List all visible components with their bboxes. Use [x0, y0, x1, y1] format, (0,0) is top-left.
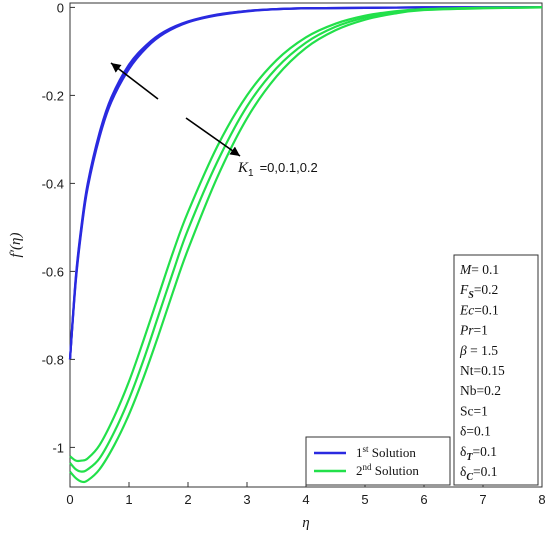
series-2-curve-1 [69, 6, 543, 463]
y-axis-label: f′(η) [8, 233, 24, 258]
y-tick-label: 0 [57, 0, 64, 15]
y-tick-label: -1 [52, 440, 64, 455]
x-tick-label: 2 [184, 492, 191, 507]
legend: 1st Solution 2nd Solution [305, 436, 451, 486]
series-2-curve-2 [69, 6, 543, 473]
parameter-item: δT=0.1 [460, 444, 497, 463]
parameter-item: FS=0.2 [459, 282, 498, 301]
x-tick-label: 7 [479, 492, 486, 507]
series-2-curve-3 [69, 6, 543, 484]
x-tick-label: 3 [243, 492, 250, 507]
parameter-item: Nb=0.2 [460, 383, 501, 398]
parameter-box: M= 0.1 FS=0.2Ec=0.1 Pr=1 β = 1.5 Nt=0.15 Nb=0… [453, 254, 539, 486]
y-tick-label: -0.4 [42, 176, 64, 191]
x-axis-label: η [302, 515, 309, 531]
x-tick-label: 6 [420, 492, 427, 507]
y-tick-label: -0.6 [42, 264, 64, 279]
parameter-item: δC=0.1 [460, 464, 498, 483]
x-tick-label: 0 [66, 492, 73, 507]
parameter-item: β = 1.5 [459, 343, 498, 358]
x-tick-label: 1 [125, 492, 132, 507]
legend-item-1: 1st Solution [356, 444, 416, 460]
y-tick-label: -0.8 [42, 352, 64, 367]
parameter-item: M= 0.1 [459, 262, 499, 277]
parameter-item: Ec=0.1 [459, 302, 499, 317]
parameter-item: Pr=1 [459, 323, 488, 338]
parameter-item: δ=0.1 [460, 424, 491, 439]
x-tick-label: 4 [302, 492, 309, 507]
legend-item-2: 2nd Solution [356, 462, 419, 478]
series-1-curve-3 [68, 6, 542, 360]
parameter-item: Sc=1 [460, 403, 488, 418]
parameter-item: Nt=0.15 [460, 363, 505, 378]
x-tick-label: 5 [361, 492, 368, 507]
y-tick-label: -0.2 [42, 88, 64, 103]
x-tick-label: 8 [538, 492, 545, 507]
annotation-arrow-down [185, 117, 241, 157]
annotation-label: K1 =0,0.1,0.2 [237, 160, 318, 179]
annotation-arrow-up [110, 62, 159, 100]
